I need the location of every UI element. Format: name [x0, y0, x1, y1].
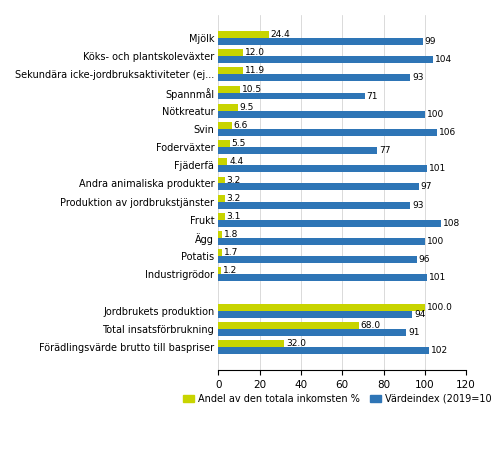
Bar	[218, 304, 425, 311]
Text: 1.2: 1.2	[222, 266, 237, 276]
Bar	[218, 147, 378, 154]
Bar	[218, 249, 222, 256]
Bar	[218, 165, 427, 172]
Text: 1.7: 1.7	[223, 248, 238, 257]
Bar	[218, 238, 425, 245]
Text: 11.9: 11.9	[245, 66, 265, 75]
Bar	[218, 256, 416, 263]
Text: 77: 77	[379, 146, 390, 155]
Bar	[218, 122, 232, 129]
Text: 100: 100	[427, 110, 444, 118]
Text: 24.4: 24.4	[271, 30, 290, 39]
Text: 93: 93	[412, 74, 424, 82]
Text: 3.2: 3.2	[227, 194, 241, 202]
Text: 93: 93	[412, 201, 424, 210]
Text: 96: 96	[418, 255, 430, 264]
Bar	[218, 340, 284, 347]
Bar	[218, 111, 425, 118]
Text: 3.1: 3.1	[226, 212, 241, 221]
Bar	[218, 274, 427, 281]
Text: 3.2: 3.2	[227, 176, 241, 184]
Bar	[218, 129, 437, 136]
Bar	[218, 68, 243, 74]
Bar	[218, 86, 240, 93]
Bar	[218, 104, 238, 111]
Text: 5.5: 5.5	[231, 139, 246, 148]
Text: 10.5: 10.5	[242, 84, 262, 94]
Text: 6.6: 6.6	[234, 121, 248, 130]
Bar	[218, 311, 412, 318]
Text: 106: 106	[439, 128, 456, 137]
Bar	[218, 93, 365, 99]
Text: 100: 100	[427, 237, 444, 246]
Bar	[218, 322, 359, 329]
Bar	[218, 31, 269, 38]
Bar	[218, 347, 429, 354]
Bar	[218, 74, 410, 81]
Text: 12.0: 12.0	[245, 48, 265, 57]
Text: 94: 94	[414, 310, 426, 319]
Bar	[218, 195, 225, 202]
Bar	[218, 220, 441, 227]
Bar	[218, 202, 410, 208]
Bar	[218, 183, 419, 190]
Bar	[218, 140, 230, 147]
Text: 101: 101	[429, 273, 446, 282]
Text: 99: 99	[424, 37, 436, 46]
Bar	[218, 56, 433, 63]
Text: 68.0: 68.0	[360, 321, 381, 330]
Text: 4.4: 4.4	[229, 158, 243, 166]
Text: 1.8: 1.8	[224, 230, 238, 239]
Bar	[218, 177, 225, 183]
Text: 9.5: 9.5	[240, 103, 254, 112]
Text: 91: 91	[408, 328, 419, 337]
Bar	[218, 38, 423, 45]
Legend: Andel av den totala inkomsten %, Värdeindex (2019=100): Andel av den totala inkomsten %, Värdein…	[179, 390, 491, 408]
Bar	[218, 213, 225, 220]
Bar	[218, 49, 243, 56]
Bar	[218, 231, 222, 238]
Text: 32.0: 32.0	[286, 339, 306, 348]
Text: 101: 101	[429, 164, 446, 173]
Text: 108: 108	[443, 219, 460, 228]
Text: 97: 97	[420, 183, 432, 192]
Text: 71: 71	[367, 92, 378, 100]
Bar	[218, 158, 227, 165]
Text: 100.0: 100.0	[427, 303, 452, 312]
Text: 104: 104	[435, 55, 452, 64]
Bar	[218, 329, 406, 336]
Text: 102: 102	[431, 346, 448, 355]
Bar	[218, 267, 221, 274]
